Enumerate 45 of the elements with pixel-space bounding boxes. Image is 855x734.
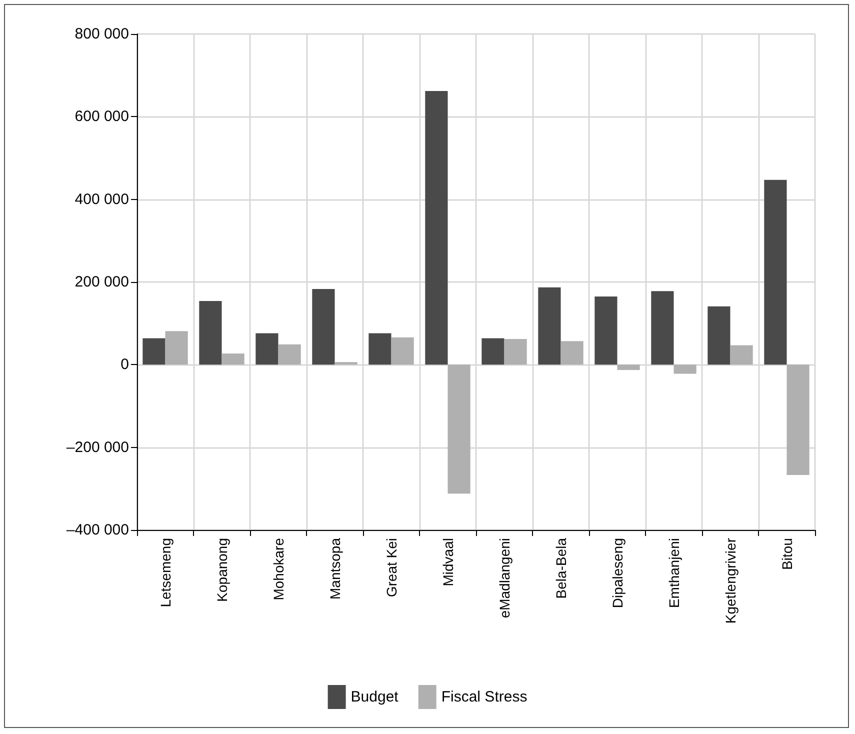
x-tick-label: Emthanjeni	[666, 538, 682, 608]
bar	[222, 354, 244, 365]
bar	[764, 180, 787, 365]
bar	[368, 333, 392, 365]
x-tick-label: eMadlangeni	[496, 538, 512, 618]
x-tick-label: Midvaal	[440, 538, 456, 586]
bar	[312, 289, 335, 365]
bar	[256, 333, 278, 365]
bar	[708, 306, 730, 365]
bar	[391, 337, 414, 365]
bar	[504, 339, 527, 365]
y-tick-label: 200 000	[74, 274, 129, 290]
legend-label: Budget	[350, 688, 400, 706]
bar	[786, 364, 810, 476]
y-tick-label: 0	[120, 356, 129, 374]
y-tick-label: –200 000	[66, 438, 129, 456]
bar	[560, 341, 584, 365]
bar	[730, 345, 753, 365]
x-tick-label: Mohokare	[270, 538, 286, 600]
x-tick-label: Letsemeng	[157, 538, 174, 608]
x-tick-label: Great Kei	[383, 538, 400, 598]
bar	[448, 364, 470, 494]
bar	[278, 344, 301, 365]
bar	[482, 338, 504, 365]
bar	[617, 364, 640, 370]
x-tick-label: Mantsopa	[326, 538, 343, 600]
bar	[165, 331, 188, 365]
x-tick-label: Bela-Bela	[552, 538, 569, 599]
bar	[651, 291, 674, 365]
bar	[425, 91, 448, 365]
x-tick-label: Kopanong	[214, 538, 230, 602]
x-tick-label: Dipaleseng	[609, 538, 626, 608]
bar	[142, 338, 166, 365]
y-tick-label: 600 000	[74, 108, 129, 126]
bar	[594, 296, 618, 365]
bar	[538, 287, 561, 365]
bar	[334, 362, 358, 365]
x-tick-label: Bitou	[778, 538, 795, 570]
bar	[674, 364, 696, 374]
y-tick-label: –400 000	[66, 522, 129, 538]
legend-label: Fiscal Stress	[441, 688, 528, 706]
y-tick-label: 400 000	[74, 190, 129, 208]
x-tick-label: Kgetlengrivier	[722, 538, 738, 624]
bar	[199, 301, 222, 365]
y-tick-label: 800 000	[74, 26, 129, 42]
